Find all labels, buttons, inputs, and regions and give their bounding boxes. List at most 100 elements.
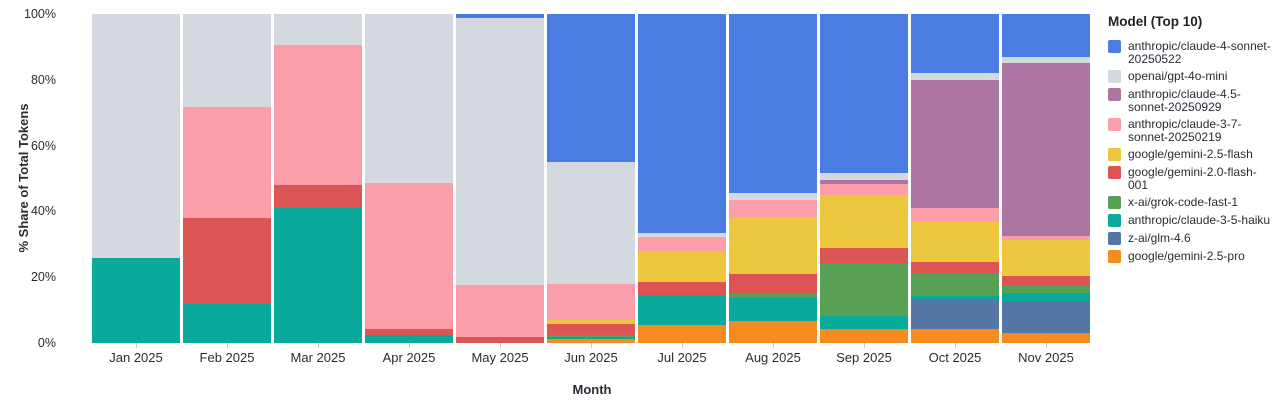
segment-anthropic-claude-4.5-sonnet-20250929: [1002, 62, 1090, 236]
legend-label: anthropic/claude-3-5-haiku: [1128, 213, 1271, 227]
y-tick-label-80: 80%: [30, 72, 56, 87]
segment-anthropic-claude-4-sonnet-20250522: [456, 14, 544, 19]
segment-google-gemini-2.5-pro: [547, 339, 635, 343]
x-tick-label-sep-2025: Sep 2025: [836, 350, 892, 365]
segment-x-ai-grok-code-fast-1: [1002, 286, 1090, 294]
x-tickmark: [500, 343, 501, 348]
segment-anthropic-claude-4-sonnet-20250522: [729, 14, 817, 193]
legend-title: Model (Top 10): [1108, 14, 1203, 29]
bar-nov-2025: [1002, 14, 1090, 343]
segment-google-gemini-2.0-flash-001: [183, 218, 271, 304]
legend-swatch-icon: [1108, 70, 1121, 83]
legend-item-anthropic-claude-3-7-sonnet-20250219: anthropic/claude-3-7-sonnet-20250219: [1108, 118, 1278, 143]
segment-openai-gpt-4o-mini: [638, 233, 726, 238]
segment-x-ai-grok-code-fast-1: [729, 294, 817, 299]
segment-openai-gpt-4o-mini: [274, 14, 362, 45]
segment-google-gemini-2.5-pro: [820, 329, 908, 343]
legend-swatch-icon: [1108, 118, 1121, 131]
segment-x-ai-grok-code-fast-1: [911, 273, 999, 296]
legend-label: anthropic/claude-3-7-sonnet-20250219: [1128, 117, 1242, 144]
bar-apr-2025: [365, 14, 453, 343]
x-tick-label-jul-2025: Jul 2025: [657, 350, 707, 365]
bar-jul-2025: [638, 14, 726, 343]
segment-z-ai-glm-4.6: [1002, 300, 1090, 334]
legend-swatch-icon: [1108, 250, 1121, 263]
x-tickmark: [864, 343, 865, 348]
legend-label: anthropic/claude-4-sonnet-20250522: [1128, 39, 1271, 66]
legend-label: google/gemini-2.5-flash: [1128, 147, 1253, 161]
segment-anthropic-claude-4.5-sonnet-20250929: [820, 180, 908, 185]
x-tick-label-mar-2025: Mar 2025: [290, 350, 346, 365]
segment-google-gemini-2.5-pro: [1002, 333, 1090, 343]
x-tick-label-may-2025: May 2025: [471, 350, 529, 365]
bar-oct-2025: [911, 14, 999, 343]
legend-item-anthropic-claude-4-sonnet-20250522: anthropic/claude-4-sonnet-20250522: [1108, 40, 1278, 65]
segment-anthropic-claude-3-7-sonnet-20250219: [1002, 235, 1090, 240]
x-tickmark: [682, 343, 683, 348]
bar-jun-2025: [547, 14, 635, 343]
legend-item-z-ai-glm-4.6: z-ai/glm-4.6: [1108, 232, 1278, 245]
segment-anthropic-claude-4-sonnet-20250522: [638, 14, 726, 234]
legend-swatch-icon: [1108, 214, 1121, 227]
segment-anthropic-claude-3-5-haiku: [911, 295, 999, 300]
segment-google-gemini-2.5-flash: [1002, 239, 1090, 276]
segment-openai-gpt-4o-mini: [92, 14, 180, 259]
x-axis-title: Month: [572, 382, 612, 397]
x-tick-label-jan-2025: Jan 2025: [109, 350, 163, 365]
legend-label: z-ai/glm-4.6: [1128, 231, 1191, 245]
segment-anthropic-claude-3-5-haiku: [365, 335, 453, 343]
x-tick-label-nov-2025: Nov 2025: [1018, 350, 1074, 365]
segment-anthropic-claude-3-7-sonnet-20250219: [911, 208, 999, 221]
segment-anthropic-claude-3-7-sonnet-20250219: [729, 199, 817, 217]
segment-x-ai-grok-code-fast-1: [547, 335, 635, 338]
legend-item-x-ai-grok-code-fast-1: x-ai/grok-code-fast-1: [1108, 196, 1278, 209]
segment-anthropic-claude-3-7-sonnet-20250219: [547, 283, 635, 320]
bar-aug-2025: [729, 14, 817, 343]
legend-swatch-icon: [1108, 196, 1121, 209]
segment-anthropic-claude-3-5-haiku: [274, 208, 362, 343]
segment-anthropic-claude-3-5-haiku: [638, 294, 726, 325]
legend: Model (Top 10) anthropic/claude-4-sonnet…: [1108, 14, 1278, 268]
segment-google-gemini-2.5-pro: [911, 329, 999, 343]
segment-anthropic-claude-3-7-sonnet-20250219: [183, 106, 271, 219]
x-tickmark: [318, 343, 319, 348]
segment-google-gemini-2.0-flash-001: [1002, 275, 1090, 287]
legend-swatch-icon: [1108, 40, 1121, 53]
segment-anthropic-claude-3-5-haiku: [92, 258, 180, 343]
segment-google-gemini-2.0-flash-001: [547, 324, 635, 336]
y-tick-label-20: 20%: [30, 270, 56, 285]
bar-sep-2025: [820, 14, 908, 343]
segment-anthropic-claude-3-5-haiku: [547, 337, 635, 340]
segment-google-gemini-2.0-flash-001: [911, 261, 999, 274]
legend-label: google/gemini-2.0-flash-001: [1128, 165, 1257, 192]
segment-anthropic-claude-3-7-sonnet-20250219: [274, 44, 362, 186]
segment-google-gemini-2.5-flash: [547, 319, 635, 325]
legend-label: x-ai/grok-code-fast-1: [1128, 195, 1239, 209]
segment-google-gemini-2.5-pro: [638, 324, 726, 343]
legend-swatch-icon: [1108, 166, 1121, 179]
segment-anthropic-claude-3-5-haiku: [1002, 293, 1090, 301]
segment-openai-gpt-4o-mini: [911, 72, 999, 80]
segment-google-gemini-2.5-flash: [729, 216, 817, 274]
segment-anthropic-claude-4-sonnet-20250522: [820, 14, 908, 173]
x-tick-label-jun-2025: Jun 2025: [564, 350, 618, 365]
bar-mar-2025: [274, 14, 362, 343]
segment-google-gemini-2.0-flash-001: [820, 248, 908, 264]
segment-anthropic-claude-4-sonnet-20250522: [547, 14, 635, 163]
segment-openai-gpt-4o-mini: [456, 18, 544, 286]
segment-anthropic-claude-3-7-sonnet-20250219: [456, 285, 544, 337]
legend-items: anthropic/claude-4-sonnet-20250522 openai…: [1108, 40, 1278, 263]
segment-anthropic-claude-3-5-haiku: [183, 303, 271, 343]
segment-google-gemini-2.0-flash-001: [274, 185, 362, 209]
x-tick-label-feb-2025: Feb 2025: [199, 350, 255, 365]
segment-anthropic-claude-3-5-haiku: [820, 316, 908, 330]
segment-google-gemini-2.0-flash-001: [638, 281, 726, 295]
segment-anthropic-claude-3-7-sonnet-20250219: [638, 237, 726, 251]
x-tick-label-aug-2025: Aug 2025: [745, 350, 801, 365]
bar-feb-2025: [183, 14, 271, 343]
legend-item-anthropic-claude-4.5-sonnet-20250929: anthropic/claude-4.5-sonnet-20250929: [1108, 88, 1278, 113]
segment-z-ai-glm-4.6: [911, 299, 999, 330]
segment-anthropic-claude-3-7-sonnet-20250219: [820, 184, 908, 195]
legend-label: anthropic/claude-4.5-sonnet-20250929: [1128, 87, 1241, 114]
segment-anthropic-claude-3-5-haiku: [729, 298, 817, 321]
